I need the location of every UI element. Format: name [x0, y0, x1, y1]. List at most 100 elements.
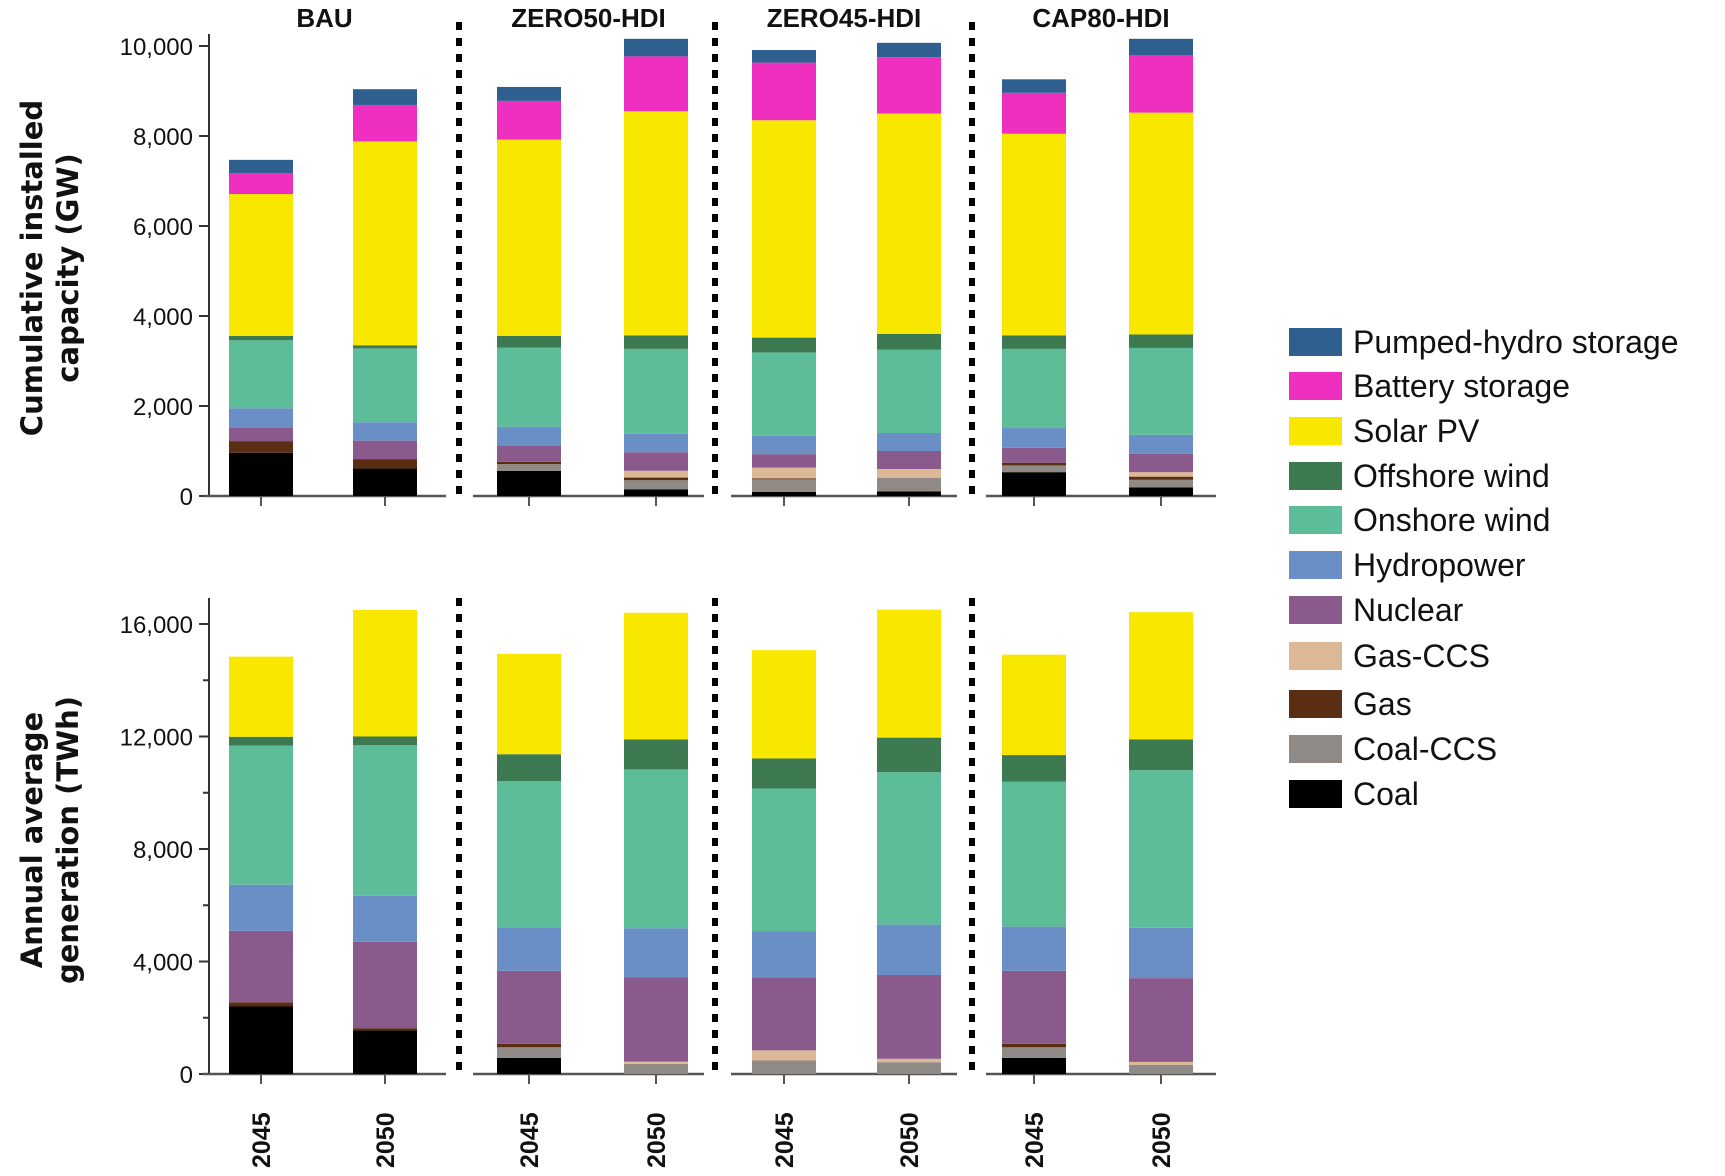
stacked-bar [497, 653, 561, 1074]
legend-item: Hydropower [1289, 547, 1526, 583]
x-tick-label: 2045 [248, 1112, 276, 1168]
legend-label: Hydropower [1353, 547, 1526, 583]
bar-segment-coal-ccs [497, 464, 561, 471]
bar-segment-hydropower [353, 895, 417, 942]
bar-segment-coal-ccs [624, 1063, 688, 1074]
stacked-bar [752, 50, 816, 496]
bar-segment-offshore-wind [229, 736, 293, 746]
bar-segment-battery-storage [1129, 55, 1193, 113]
bar-segment-nuclear [1129, 453, 1193, 473]
bar-segment-hydropower [1129, 434, 1193, 454]
bar-segment-offshore-wind [1002, 335, 1066, 349]
bar-segment-coal [1129, 487, 1193, 496]
bar-segment-nuclear [877, 975, 941, 1059]
bar-segment-coal-ccs [1129, 1064, 1193, 1074]
bar-segment-hydropower [229, 884, 293, 931]
bar-segment-onshore-wind [353, 348, 417, 423]
bar-segment-nuclear [624, 977, 688, 1062]
y-axis-label-line: generation (TWh) [51, 696, 85, 984]
legend-swatch [1289, 596, 1342, 624]
stacked-bar [353, 89, 417, 496]
y-tick-label: 0 [180, 1062, 193, 1089]
bar-segment-offshore-wind [353, 736, 417, 746]
bar-segment-coal [1002, 1057, 1066, 1074]
bar-segment-onshore-wind [1129, 347, 1193, 435]
legend-swatch [1289, 735, 1342, 763]
bar-segment-solar-pv [877, 609, 941, 738]
bar-segment-offshore-wind [353, 345, 417, 349]
legend-swatch [1289, 690, 1342, 718]
bar-segment-pumped-hydro-storage [1002, 79, 1066, 93]
legend-item: Gas [1289, 686, 1412, 722]
bar-segment-gas [229, 441, 293, 453]
bar-segment-gas-ccs [624, 470, 688, 478]
bar-segment-coal-ccs [1129, 479, 1193, 488]
bar-segment-coal [877, 491, 941, 496]
bar-segment-hydropower [229, 408, 293, 428]
bar-segment-solar-pv [1002, 133, 1066, 336]
stacked-bar [752, 650, 816, 1074]
bar-segment-solar-pv [1002, 654, 1066, 756]
bar-segment-solar-pv [497, 653, 561, 755]
y-axis-label-line: capacity (GW) [51, 153, 85, 382]
bar-segment-offshore-wind [877, 737, 941, 773]
bar-segment-offshore-wind [497, 335, 561, 348]
bar-segment-coal [229, 452, 293, 496]
bar-segment-gas-ccs [752, 1050, 816, 1061]
y-axis-label: Annual averagegeneration (TWh) [15, 696, 85, 984]
bar-segment-nuclear [229, 427, 293, 442]
bar-segment-solar-pv [497, 139, 561, 336]
y-tick-label: 16,000 [120, 612, 193, 639]
stacked-bar [1129, 38, 1193, 496]
x-tick-label: 2050 [643, 1112, 671, 1168]
legend-swatch [1289, 417, 1342, 445]
bar-segment-onshore-wind [624, 348, 688, 434]
bar-segment-solar-pv [877, 113, 941, 334]
y-tick-label: 4,000 [133, 950, 193, 977]
legend-item: Pumped-hydro storage [1289, 324, 1679, 360]
scenario-title: CAP80-HDI [1032, 3, 1169, 33]
bar-segment-hydropower [752, 435, 816, 455]
y-axis-label: Cumulative installedcapacity (GW) [15, 100, 85, 436]
bar-segment-offshore-wind [752, 758, 816, 789]
bar-segment-nuclear [353, 440, 417, 460]
legend-item: Solar PV [1289, 413, 1480, 449]
bar-segment-offshore-wind [1002, 755, 1066, 782]
stacked-bar [877, 609, 941, 1074]
bar-segment-coal-ccs [752, 1060, 816, 1074]
bar-segment-onshore-wind [752, 788, 816, 932]
bar-segment-nuclear [1002, 970, 1066, 1044]
legend-label: Gas [1353, 686, 1412, 722]
scenario-title: BAU [296, 3, 352, 33]
bar-segment-coal-ccs [497, 1047, 561, 1058]
bar-segment-gas [497, 461, 561, 465]
scenario-title: ZERO50-HDI [511, 3, 666, 33]
bar-segment-solar-pv [624, 111, 688, 336]
legend-item: Gas-CCS [1289, 638, 1490, 674]
bar-segment-offshore-wind [1129, 334, 1193, 348]
legend: Pumped-hydro storage Battery storage Solar… [1289, 324, 1679, 812]
bar-segment-hydropower [752, 931, 816, 978]
bar-segment-pumped-hydro-storage [877, 42, 941, 58]
capacity-chart: 0 2,000 4,000 6,000 8,000 10,000 Cumulative in… [15, 22, 1216, 511]
bar-segment-hydropower [624, 928, 688, 978]
bar-segment-hydropower [1129, 927, 1193, 979]
bar-segment-coal-ccs [877, 478, 941, 492]
bar-segment-offshore-wind [624, 335, 688, 349]
legend-item: Offshore wind [1289, 458, 1550, 494]
bar-segment-nuclear [229, 930, 293, 1003]
x-tick-label: 2045 [1021, 1112, 1049, 1168]
bar-segment-onshore-wind [624, 769, 688, 929]
bar-segment-nuclear [877, 451, 941, 469]
bar-segment-gas [624, 477, 688, 481]
bar-segment-coal-ccs [877, 1062, 941, 1074]
legend-swatch [1289, 506, 1342, 534]
bar-segment-nuclear [497, 445, 561, 462]
x-tick-label: 2045 [771, 1112, 799, 1168]
legend-swatch [1289, 462, 1342, 490]
legend-item: Onshore wind [1289, 502, 1550, 538]
bar-segment-pumped-hydro-storage [624, 38, 688, 57]
bar-segment-coal [497, 470, 561, 496]
bar-segment-battery-storage [497, 100, 561, 140]
